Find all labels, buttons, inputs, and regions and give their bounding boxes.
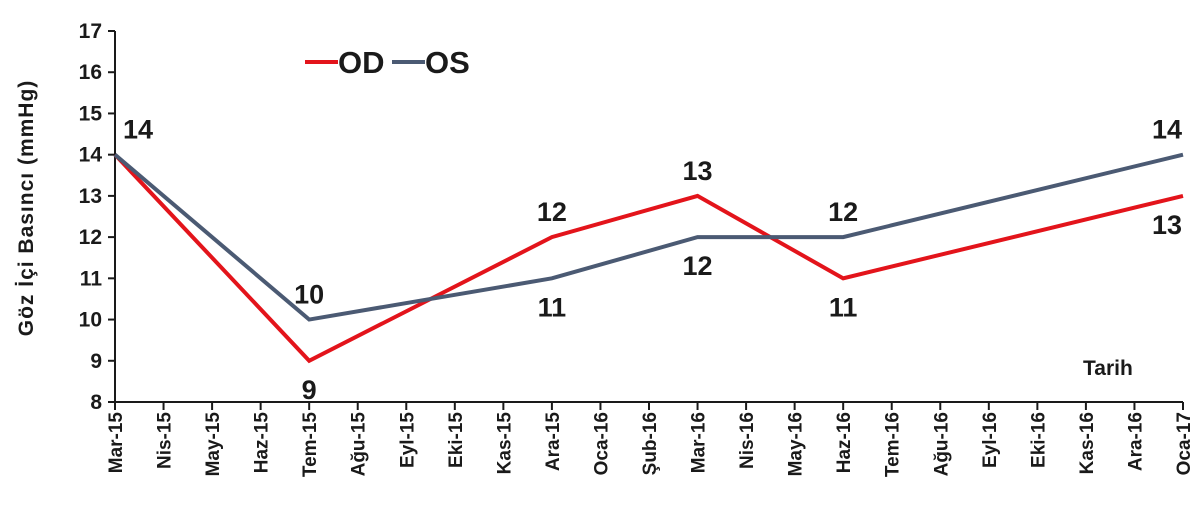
y-tick-label: 9 — [90, 350, 102, 373]
data-label-os: 14 — [123, 115, 153, 145]
x-tick-label: May-15 — [203, 412, 224, 477]
data-label-os: 12 — [683, 251, 713, 281]
x-tick-label: Oca-16 — [591, 412, 612, 475]
data-label-os: 10 — [294, 280, 324, 310]
x-tick-label: Kas-16 — [1077, 412, 1098, 474]
y-tick-label: 12 — [79, 226, 102, 249]
y-tick-label: 13 — [79, 185, 102, 208]
x-tick-label: Mar-16 — [689, 412, 710, 473]
x-tick-label: May-16 — [786, 412, 807, 476]
x-axis-label: Tarih — [1083, 357, 1133, 380]
y-tick-label: 15 — [79, 102, 103, 125]
x-tick-label: Eki-15 — [446, 412, 467, 468]
x-tick-label: Şub-16 — [640, 412, 661, 475]
y-tick-label: 10 — [79, 309, 102, 332]
x-tick-label: Ağu-16 — [931, 412, 952, 476]
y-tick-label: 16 — [79, 61, 102, 84]
x-tick-label: Ağu-15 — [349, 412, 370, 477]
x-tick-label: Tem-16 — [883, 412, 904, 477]
series-layer — [113, 152, 1184, 364]
legend-label-os: OS — [425, 45, 470, 80]
y-tick-label: 17 — [79, 20, 102, 43]
x-tick-label: Haz-16 — [834, 412, 855, 473]
x-tick-label: Ara-16 — [1125, 412, 1146, 471]
y-tick-label: 14 — [79, 144, 103, 167]
x-tick-label: Nis-16 — [737, 412, 758, 469]
data-labels-layer: 9 12 13 11 13 14 10 11 12 12 14 — [123, 115, 1182, 405]
data-label-os: 14 — [1152, 115, 1182, 145]
x-tick-label: Ara-15 — [543, 412, 564, 472]
x-tick-label: Eki-16 — [1028, 412, 1049, 468]
y-axis-label: Göz İçi Basıncı (mmHg) — [15, 80, 38, 337]
x-tick-label: Mar-15 — [106, 412, 127, 474]
data-label-od: 9 — [302, 375, 317, 405]
x-tick-label: Tem-15 — [300, 412, 321, 478]
y-tick-label: 8 — [90, 391, 102, 414]
legend-label-od: OD — [338, 45, 385, 80]
series-line-os — [113, 152, 1184, 322]
x-tick-label: Nis-15 — [155, 412, 176, 469]
x-tick-label: Kas-15 — [494, 412, 515, 475]
series-line-od — [113, 153, 1184, 364]
data-label-od: 13 — [683, 156, 713, 186]
x-tick-label: Haz-15 — [252, 412, 273, 474]
x-tick-label: Oca-17 — [1174, 412, 1195, 475]
data-label-od: 13 — [1152, 210, 1182, 240]
data-label-od: 12 — [537, 197, 567, 227]
data-label-os: 11 — [538, 292, 567, 322]
y-tick-label: 11 — [80, 267, 103, 290]
chart-axes: 8 9 10 11 12 13 14 15 16 17 Mar-15 Nis-15 May-15 Haz-… — [79, 20, 1195, 477]
x-tick-label: Eyl-15 — [397, 412, 418, 468]
data-label-od: 11 — [829, 292, 858, 322]
legend: OD OS — [305, 45, 470, 80]
x-tick-label: Eyl-16 — [980, 412, 1001, 468]
data-label-os: 12 — [828, 197, 858, 227]
